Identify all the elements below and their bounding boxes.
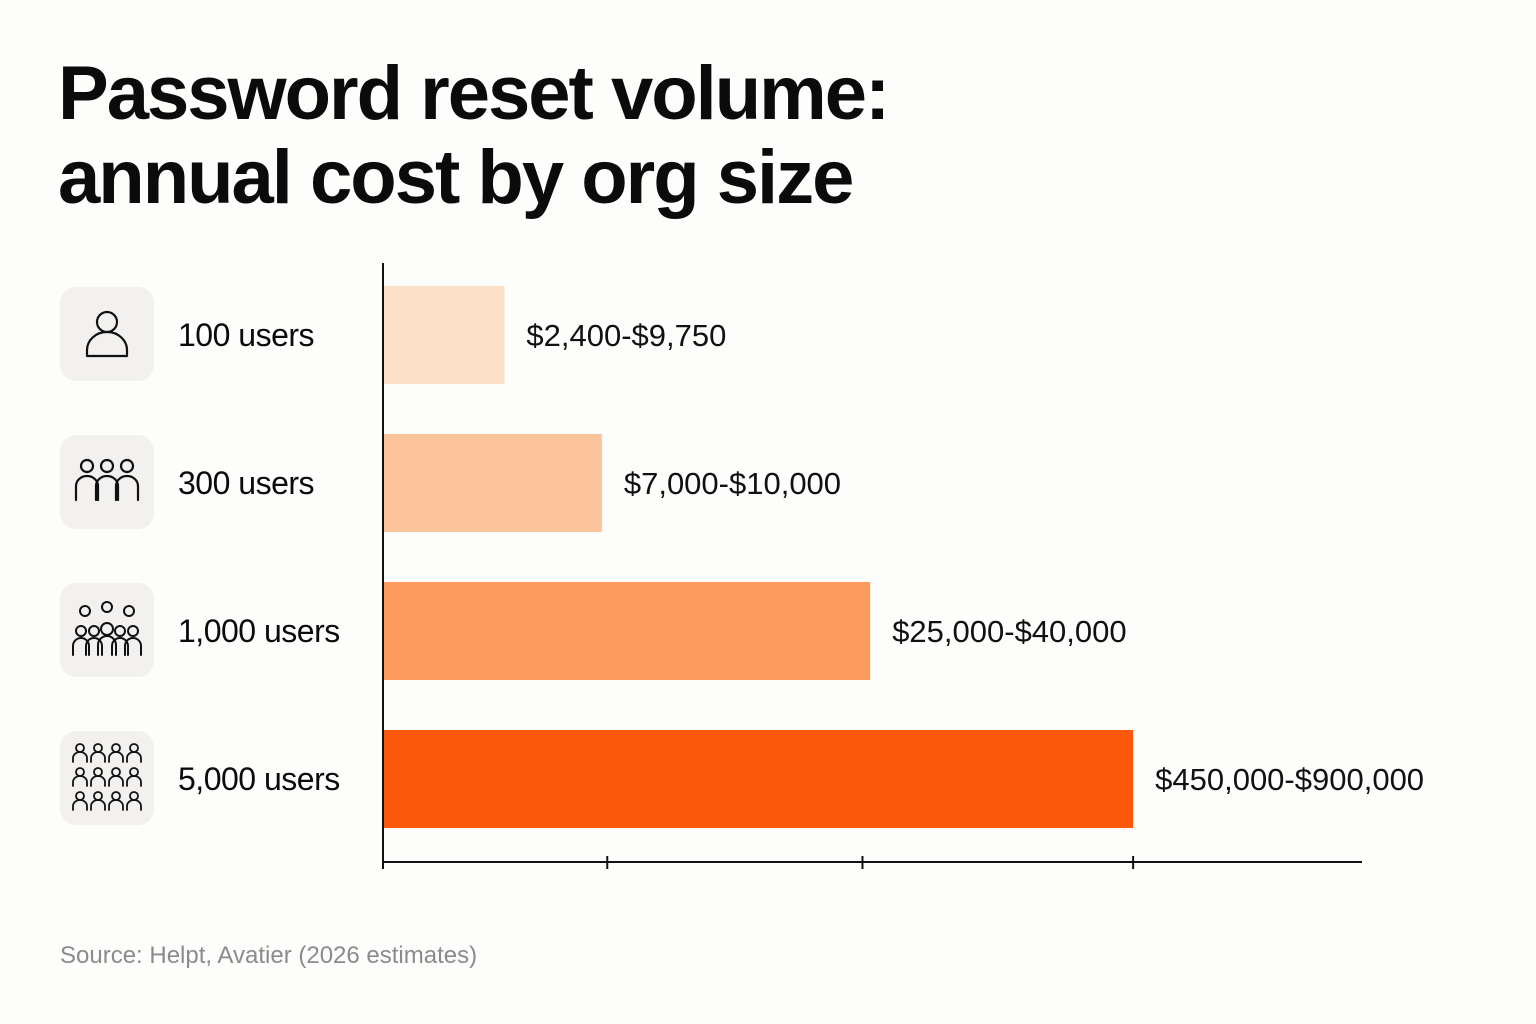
chart-title-line-1: Password reset volume: [58, 51, 890, 136]
group-people-icon [72, 601, 142, 656]
row-label-5000-users: 5,000 users [178, 761, 340, 797]
icon-tile-1000-users [60, 583, 154, 677]
bar-value-label-3: $25,000-$40,000 [892, 614, 1126, 649]
bar-value-label-2: $7,000-$10,000 [624, 466, 841, 501]
icon-tile-300-users [60, 435, 154, 529]
bar-value-label-1: $2,400-$9,750 [526, 318, 726, 353]
single-person-icon [85, 310, 129, 358]
source-note: Source: Helpt, Avatier (2026 estimates) [60, 942, 478, 969]
three-people-icon [74, 458, 140, 502]
icon-tile-100-users [60, 287, 154, 381]
bar-3 [383, 582, 871, 680]
bar-4 [383, 730, 1134, 828]
bar-value-label-4: $450,000-$900,000 [1155, 762, 1424, 797]
row-label-300-users: 300 users [178, 465, 315, 501]
crowd-people-icon [72, 743, 142, 811]
bar-1 [383, 286, 505, 384]
chart-title-line-2: annual cost by org size [58, 135, 854, 220]
row-label-1000-users: 1,000 users [178, 613, 340, 649]
bar-2 [383, 434, 602, 532]
row-label-100-users: 100 users [178, 317, 315, 353]
icon-tile-5000-users [60, 731, 154, 825]
chart-title: Password reset volume: annual cost by or… [58, 51, 890, 220]
